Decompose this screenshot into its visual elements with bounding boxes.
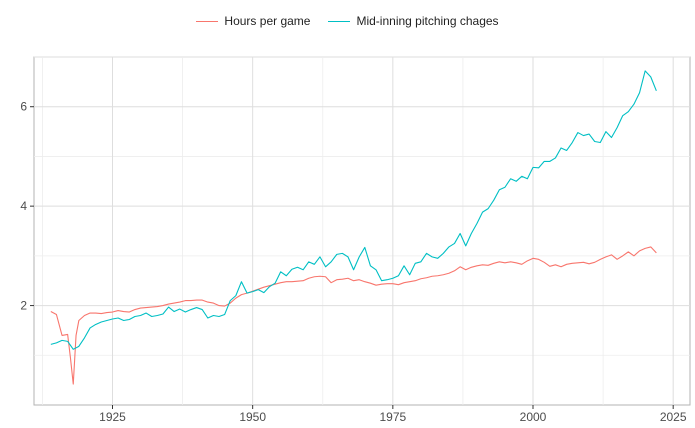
series-lines (50, 70, 657, 385)
x-tick-label: 1950 (239, 410, 266, 424)
x-axis: 1925 1950 1975 2000 2025 (99, 405, 687, 424)
legend-item-pitching: Mid-inning pitching chages (328, 14, 499, 28)
y-tick-label: 2 (20, 299, 27, 313)
series-line-hours-per-game (50, 246, 657, 385)
y-axis: 2 4 6 (20, 100, 34, 313)
x-tick-label: 2025 (660, 410, 687, 424)
legend-swatch-hours (196, 20, 219, 22)
legend-item-hours: Hours per game (196, 14, 310, 28)
x-tick-label: 2000 (520, 410, 547, 424)
legend-label-hours: Hours per game (224, 14, 311, 28)
major-gridlines (34, 57, 690, 405)
plot-panel (33, 56, 691, 406)
y-tick-label: 6 (20, 100, 27, 114)
legend-swatch-pitching (328, 20, 351, 22)
chart-legend: Hours per game Mid-inning pitching chage… (0, 14, 695, 28)
series-line-mid-inning-pitching-changes (50, 70, 657, 350)
y-tick-label: 4 (20, 199, 27, 213)
minor-gridlines (34, 56, 690, 405)
legend-label-pitching: Mid-inning pitching chages (356, 14, 499, 28)
x-tick-label: 1925 (99, 410, 126, 424)
x-tick-label: 1975 (379, 410, 406, 424)
